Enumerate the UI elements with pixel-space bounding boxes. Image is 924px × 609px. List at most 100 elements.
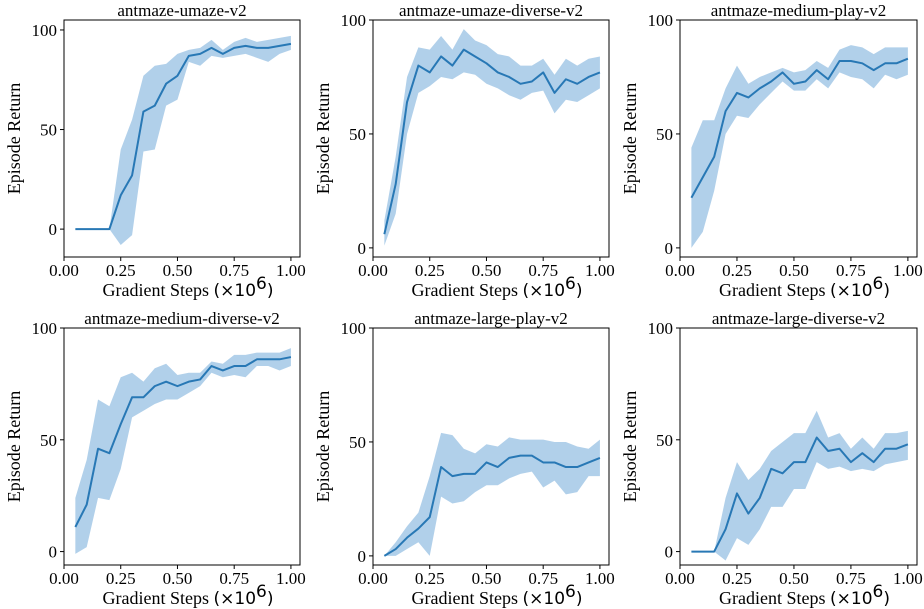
- y-tick-label: 50: [656, 125, 673, 144]
- x-axis-label-exponent: 6: [256, 274, 267, 294]
- axes-frame: [679, 19, 918, 258]
- x-tick-label: 0.25: [415, 569, 445, 588]
- chart-title: antmaze-large-diverse-v2: [712, 309, 885, 328]
- y-tick-label: 0: [358, 239, 367, 258]
- x-tick-label: 1.00: [893, 569, 923, 588]
- x-tick-label: 1.00: [585, 569, 615, 588]
- x-tick-label: 0.50: [163, 569, 193, 588]
- x-axis-label-multiplier: (×10: [830, 281, 873, 301]
- x-tick-label: 0.25: [722, 569, 752, 588]
- y-tick-label: 50: [349, 433, 366, 452]
- x-axis-label: Gradient Steps (×106): [103, 582, 274, 609]
- chart-title: antmaze-medium-diverse-v2: [84, 309, 279, 328]
- chart-title: antmaze-umaze-v2: [117, 1, 246, 20]
- x-tick-label: 0.00: [358, 261, 388, 280]
- x-tick-label: 1.00: [276, 569, 306, 588]
- y-axis-label: Episode Return: [313, 391, 333, 502]
- x-axis-label-exponent: 6: [256, 582, 267, 602]
- x-tick-label: 1.00: [893, 261, 923, 280]
- x-axis-label-close: ): [576, 281, 583, 301]
- chart-panel-3: 0.00 0.25 0.50 0.75 1.00 0 50 100 antmaze-medium…: [620, 1, 923, 301]
- y-tick-label: 50: [656, 431, 673, 450]
- x-axis-label-text: Gradient Steps: [412, 588, 523, 608]
- chart-title: antmaze-umaze-diverse-v2: [399, 1, 583, 20]
- y-axis-label: Episode Return: [620, 83, 640, 194]
- x-tick-label: 0.75: [836, 261, 866, 280]
- x-axis-label: Gradient Steps (×106): [719, 582, 890, 609]
- chart-panel-5: 0.00 0.25 0.50 0.75 1.00 0 50 100 antmaze-large-…: [313, 309, 615, 609]
- x-axis-label-multiplier: (×10: [830, 589, 873, 609]
- x-axis-label-exponent: 6: [873, 274, 884, 294]
- x-tick-label: 0.50: [472, 261, 502, 280]
- x-tick-label: 0.50: [163, 261, 193, 280]
- x-axis-label: Gradient Steps (×106): [412, 274, 583, 301]
- y-axis-label: Episode Return: [4, 391, 24, 502]
- x-axis-label-multiplier: (×10: [523, 281, 566, 301]
- x-tick-label: 0.75: [528, 569, 558, 588]
- x-axis-label-multiplier: (×10: [214, 589, 257, 609]
- confidence-band: [75, 35, 291, 246]
- y-tick-label: 0: [665, 239, 674, 258]
- x-tick-label: 0.25: [415, 261, 445, 280]
- axes-frame: [372, 19, 610, 258]
- chart-title: antmaze-large-play-v2: [414, 309, 568, 328]
- x-axis-label-exponent: 6: [565, 582, 576, 602]
- axes-frame: [63, 327, 301, 566]
- x-tick-label: 0.25: [722, 261, 752, 280]
- x-axis-label-multiplier: (×10: [214, 281, 257, 301]
- mean-line: [75, 42, 292, 231]
- x-tick-label: 0.75: [219, 569, 249, 588]
- x-axis-label: Gradient Steps (×106): [103, 274, 274, 301]
- x-tick-label: 0.25: [106, 569, 136, 588]
- y-tick-label: 100: [32, 319, 58, 338]
- x-tick-label: 0.50: [779, 569, 809, 588]
- chart-panel-6: 0.00 0.25 0.50 0.75 1.00 0 50 100 antmaze-large-…: [620, 309, 923, 609]
- x-tick-label: 0.75: [836, 569, 866, 588]
- x-axis-label-text: Gradient Steps: [103, 588, 214, 608]
- confidence-band: [75, 348, 291, 554]
- mean-line: [690, 57, 909, 199]
- chart-panel-2: 0.00 0.25 0.50 0.75 1.00 0 50 100 antmaze-umaze-…: [313, 1, 615, 301]
- x-axis-label-text: Gradient Steps: [103, 280, 214, 300]
- mean-line: [383, 48, 601, 235]
- y-tick-label: 50: [349, 125, 366, 144]
- x-tick-label: 0.50: [779, 261, 809, 280]
- axes-frame: [63, 19, 301, 258]
- y-tick-label: 0: [358, 547, 367, 566]
- y-tick-label: 50: [40, 121, 57, 140]
- y-axis-label: Episode Return: [4, 83, 24, 194]
- x-tick-label: 0.50: [472, 569, 502, 588]
- y-tick-label: 0: [49, 543, 58, 562]
- confidence-band: [384, 29, 600, 246]
- x-axis-label-text: Gradient Steps: [719, 280, 830, 300]
- y-tick-label: 100: [648, 319, 674, 338]
- x-tick-label: 0.00: [665, 261, 695, 280]
- x-tick-label: 0.00: [358, 569, 388, 588]
- x-tick-label: 0.75: [219, 261, 249, 280]
- y-tick-label: 50: [40, 431, 57, 450]
- x-tick-label: 0.25: [106, 261, 136, 280]
- x-axis-label-exponent: 6: [873, 582, 884, 602]
- x-axis-label-text: Gradient Steps: [719, 588, 830, 608]
- y-tick-label: 0: [665, 543, 674, 562]
- axes-frame: [679, 327, 918, 566]
- mean-line: [383, 454, 601, 557]
- x-axis-label-text: Gradient Steps: [412, 280, 523, 300]
- y-tick-label: 100: [341, 319, 367, 338]
- x-tick-label: 1.00: [585, 261, 615, 280]
- x-axis-label-exponent: 6: [565, 274, 576, 294]
- axes-frame: [372, 327, 610, 566]
- x-axis-label-multiplier: (×10: [523, 589, 566, 609]
- x-tick-label: 0.00: [49, 569, 79, 588]
- y-tick-label: 0: [49, 220, 58, 239]
- confidence-band: [691, 45, 908, 248]
- x-tick-label: 1.00: [276, 261, 306, 280]
- x-tick-label: 0.75: [528, 261, 558, 280]
- confidence-band: [384, 432, 600, 556]
- mean-line: [691, 436, 909, 553]
- y-axis-label: Episode Return: [620, 391, 640, 502]
- x-tick-label: 0.00: [49, 261, 79, 280]
- y-tick-label: 100: [648, 11, 674, 30]
- x-axis-label-close: ): [267, 589, 274, 609]
